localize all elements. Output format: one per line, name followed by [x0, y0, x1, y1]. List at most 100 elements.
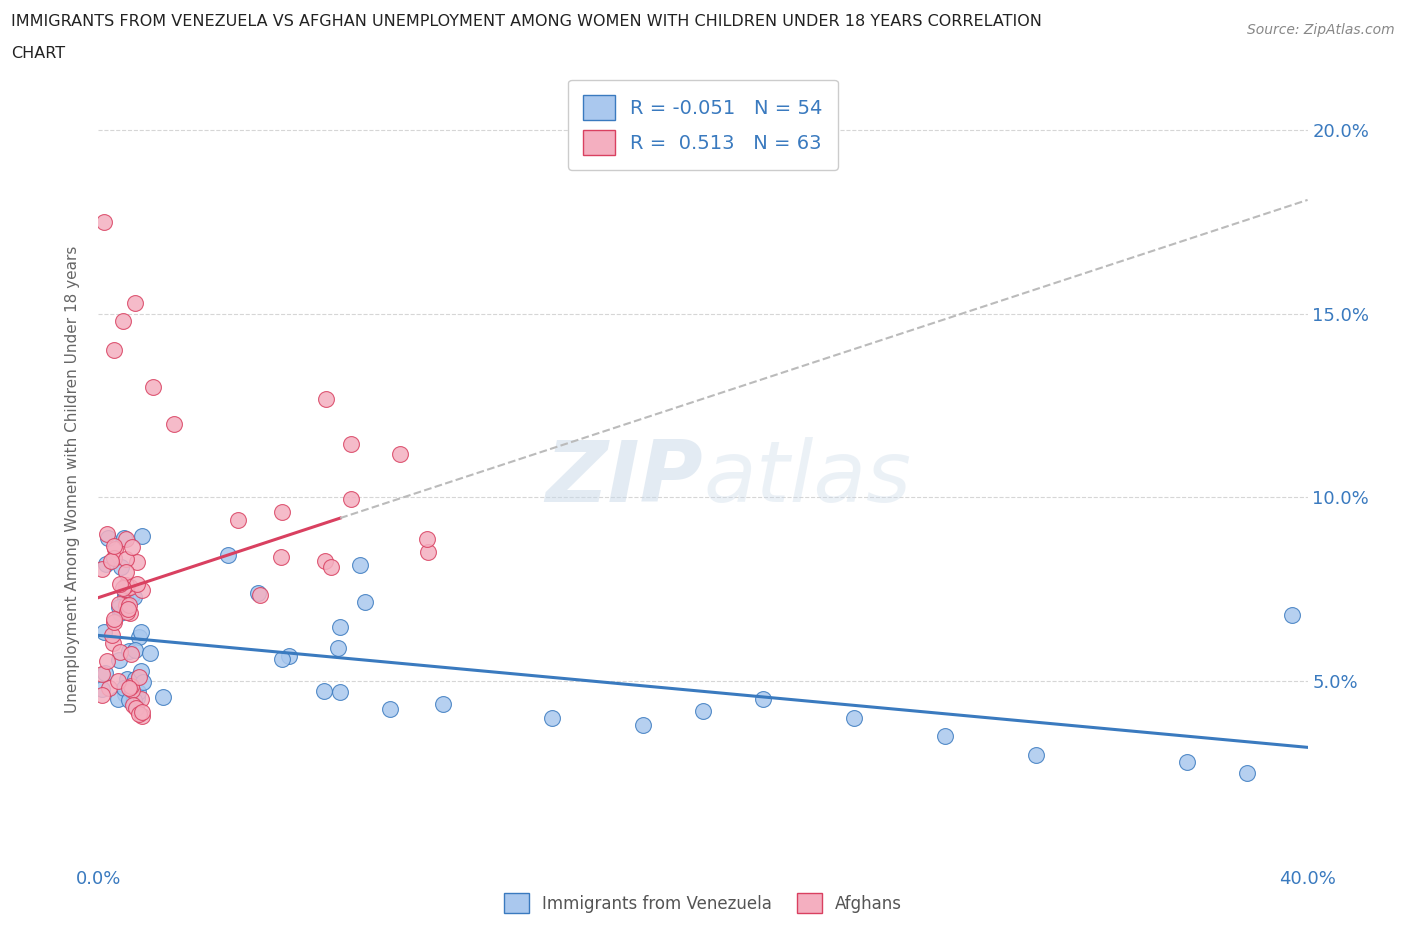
Point [127, 577, 149, 591]
Point [96, 527, 118, 542]
Point [114, 591, 136, 605]
Point [416, 531, 439, 546]
Point [128, 670, 150, 684]
Point [271, 652, 294, 667]
Point [752, 692, 775, 707]
Point [110, 560, 132, 575]
Point [100, 553, 122, 568]
Point [115, 604, 138, 619]
Point [111, 581, 134, 596]
Point [131, 529, 153, 544]
Point [94, 666, 117, 681]
Point [93, 214, 115, 229]
Point [315, 392, 337, 406]
Point [152, 690, 174, 705]
Point [142, 379, 165, 394]
Point [103, 615, 125, 630]
Point [246, 586, 269, 601]
Point [103, 551, 125, 565]
Point [692, 703, 714, 718]
Point [540, 711, 562, 725]
Point [114, 531, 136, 546]
Point [112, 531, 135, 546]
Point [314, 684, 336, 698]
Point [108, 605, 131, 620]
Point [1281, 607, 1303, 622]
Point [115, 565, 138, 579]
Text: CHART: CHART [11, 46, 65, 61]
Point [314, 554, 336, 569]
Text: ZIP: ZIP [546, 437, 703, 521]
Point [131, 705, 153, 720]
Point [217, 548, 239, 563]
Text: Source: ZipAtlas.com: Source: ZipAtlas.com [1247, 23, 1395, 37]
Point [124, 643, 146, 658]
Text: IMMIGRANTS FROM VENEZUELA VS AFGHAN UNEMPLOYMENT AMONG WOMEN WITH CHILDREN UNDER: IMMIGRANTS FROM VENEZUELA VS AFGHAN UNEM… [11, 14, 1042, 29]
Point [378, 702, 401, 717]
Point [1175, 754, 1198, 769]
Point [125, 690, 148, 705]
Point [124, 693, 146, 708]
Point [132, 674, 155, 689]
Point [131, 582, 153, 597]
Point [339, 492, 361, 507]
Point [321, 559, 343, 574]
Point [114, 581, 136, 596]
Point [120, 679, 142, 694]
Point [844, 711, 866, 725]
Point [107, 692, 129, 707]
Point [121, 698, 143, 712]
Point [271, 504, 294, 519]
Point [129, 664, 152, 679]
Point [117, 693, 139, 708]
Point [107, 673, 129, 688]
Point [96, 653, 118, 668]
Point [277, 648, 299, 663]
Point [249, 588, 271, 603]
Point [329, 684, 352, 699]
Point [112, 681, 135, 696]
Point [103, 343, 125, 358]
Point [129, 692, 152, 707]
Point [124, 295, 146, 310]
Point [103, 612, 125, 627]
Point [101, 627, 124, 642]
Point [131, 624, 153, 639]
Point [115, 551, 138, 566]
Point [111, 313, 134, 328]
Point [118, 644, 141, 658]
Point [124, 672, 146, 687]
Point [270, 550, 292, 565]
Point [128, 630, 150, 644]
Point [114, 588, 136, 603]
Point [91, 667, 114, 682]
Point [138, 645, 160, 660]
Point [349, 558, 371, 573]
Legend: R = -0.051   N = 54, R =  0.513   N = 63: R = -0.051 N = 54, R = 0.513 N = 63 [568, 80, 838, 170]
Point [128, 707, 150, 722]
Point [228, 512, 250, 527]
Point [354, 595, 377, 610]
Point [125, 554, 148, 569]
Point [98, 681, 121, 696]
Point [121, 587, 143, 602]
Point [118, 598, 141, 613]
Point [163, 417, 186, 432]
Point [934, 729, 956, 744]
Point [117, 602, 139, 617]
Point [120, 605, 142, 620]
Point [631, 718, 654, 733]
Point [104, 541, 127, 556]
Point [91, 681, 114, 696]
Legend: Immigrants from Venezuela, Afghans: Immigrants from Venezuela, Afghans [495, 884, 911, 922]
Point [108, 577, 131, 591]
Point [108, 596, 131, 611]
Point [1236, 765, 1258, 780]
Point [90, 562, 112, 577]
Point [115, 671, 138, 686]
Point [91, 687, 114, 702]
Point [103, 538, 125, 553]
Point [110, 644, 132, 659]
Y-axis label: Unemployment Among Women with Children Under 18 years: Unemployment Among Women with Children U… [65, 246, 80, 712]
Point [432, 697, 454, 711]
